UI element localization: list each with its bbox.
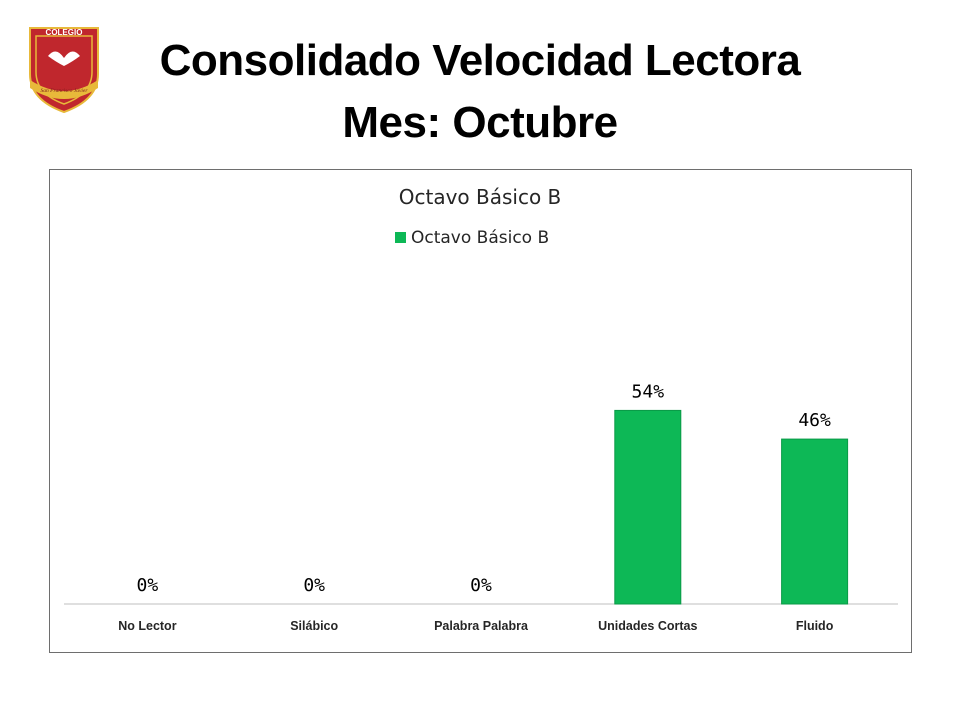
x-tick-label: Palabra Palabra bbox=[434, 619, 529, 633]
chart-legend: Octavo Básico B bbox=[395, 228, 549, 248]
x-tick-label: No Lector bbox=[118, 619, 176, 633]
legend-swatch bbox=[395, 232, 406, 243]
chart-title: Octavo Básico B bbox=[399, 185, 562, 209]
x-tick-labels: No Lector Silábico Palabra Palabra Unidades… bbox=[118, 619, 833, 633]
x-tick-label: Fluido bbox=[796, 619, 834, 633]
page-title: Consolidado Velocidad Lectora bbox=[159, 36, 801, 85]
legend-label: Octavo Básico B bbox=[411, 228, 549, 248]
data-labels: 0% 0% 0% 54% 46% bbox=[137, 381, 831, 596]
page-subtitle: Mes: Octubre bbox=[342, 98, 618, 147]
chart-panel: Octavo Básico B Octavo Básico B 0% 0% 0% 54… bbox=[49, 169, 912, 653]
bar-fluido bbox=[781, 438, 849, 605]
bar-chart: Octavo Básico B Octavo Básico B 0% 0% 0% 54… bbox=[64, 185, 898, 633]
data-label: 0% bbox=[137, 575, 159, 596]
logo-band-text: San Francisco Javier bbox=[40, 88, 88, 94]
x-tick-label: Silábico bbox=[290, 619, 338, 633]
bar-series bbox=[614, 409, 849, 605]
school-crest-logo: COLEGIO San Francisco Javier bbox=[29, 27, 99, 114]
x-tick-label: Unidades Cortas bbox=[598, 619, 697, 633]
bar-unidades-cortas bbox=[614, 409, 682, 605]
logo-top-text: COLEGIO bbox=[46, 28, 83, 37]
data-label: 0% bbox=[303, 575, 325, 596]
data-label: 46% bbox=[798, 410, 831, 431]
data-label: 0% bbox=[470, 575, 492, 596]
data-label: 54% bbox=[632, 381, 665, 402]
